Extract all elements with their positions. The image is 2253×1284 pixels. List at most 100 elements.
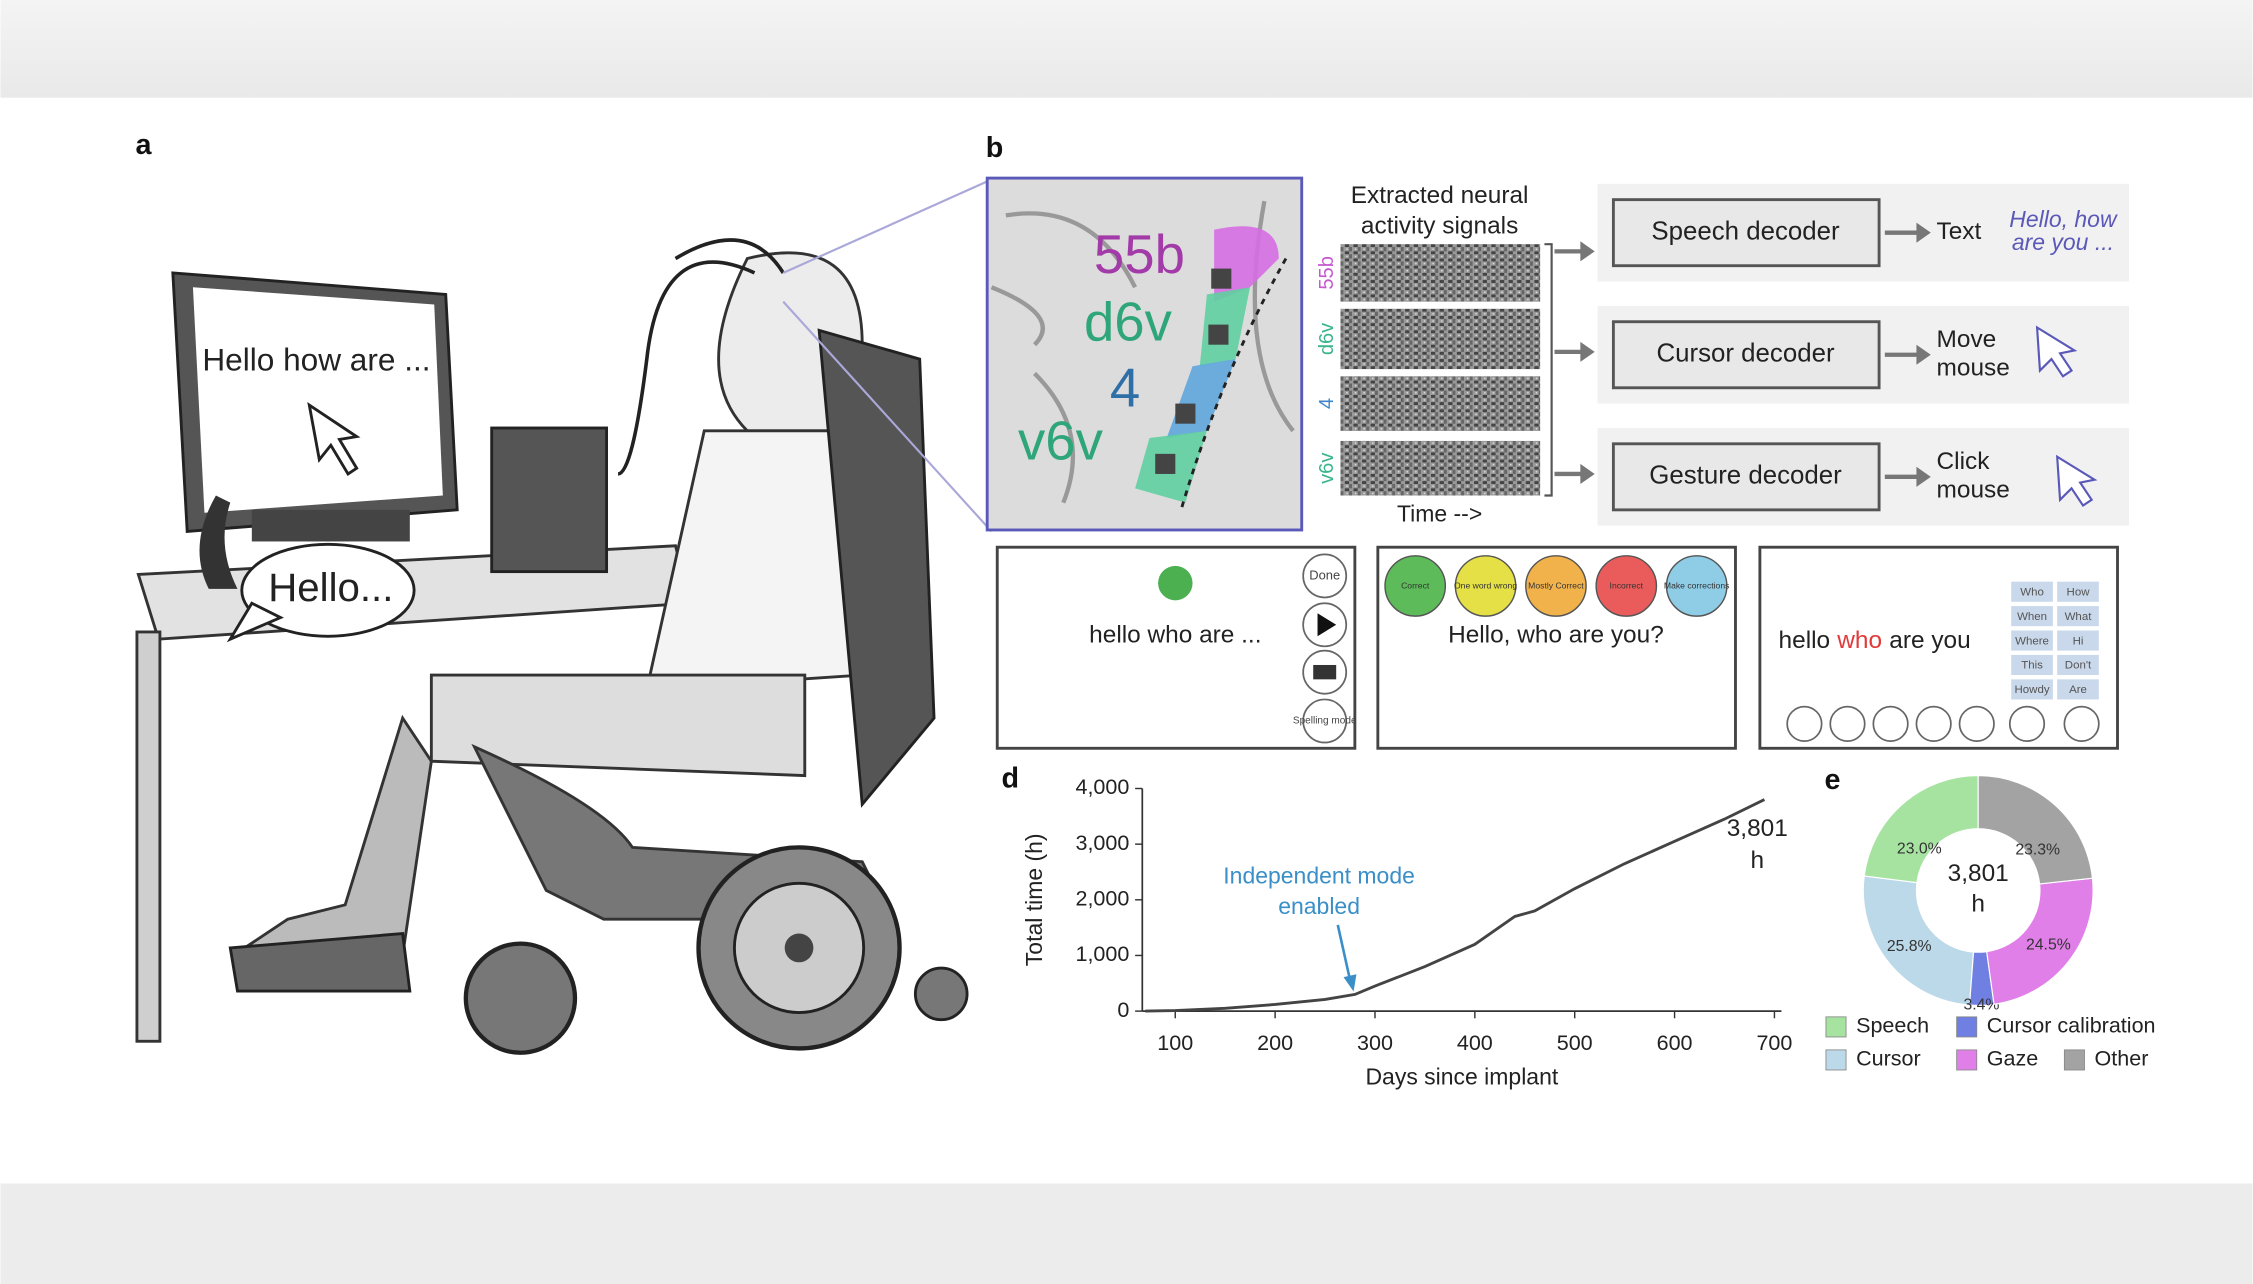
word-key-label: Don't bbox=[2065, 660, 2092, 672]
decoder-output: Text bbox=[1937, 218, 1982, 245]
annotation: 3,801 bbox=[1727, 815, 1788, 842]
signal-rasters bbox=[1340, 243, 1553, 497]
decoder-output: Move bbox=[1937, 326, 1997, 353]
legend-label: Speech bbox=[1856, 1014, 1929, 1038]
charts: 0 1,000 2,000 3,000 4,000 100 200 300 400 500 600 7… bbox=[1021, 774, 2156, 1090]
x-tick-label: 600 bbox=[1657, 1031, 1693, 1055]
region-label: 55b bbox=[1094, 224, 1185, 285]
legend-label: Gaze bbox=[1987, 1047, 2038, 1071]
word-grid: Who How When What Where Hi This Don't Howdy Are bbox=[2011, 581, 2099, 700]
ui-text: hello who are you bbox=[1779, 627, 1971, 654]
ui-word: hello bbox=[1779, 627, 1831, 654]
legend-label: Cursor calibration bbox=[1987, 1014, 2156, 1038]
pie-center: h bbox=[1971, 890, 1985, 917]
ui-text: Hello, who are you? bbox=[1448, 622, 1664, 649]
illustration bbox=[135, 178, 993, 1055]
word-key-label: When bbox=[2017, 611, 2047, 623]
ui-word: are you bbox=[1889, 627, 1970, 654]
panel-label: b bbox=[986, 132, 1004, 164]
legend-swatch bbox=[1956, 1049, 1978, 1071]
channel-label: 4 bbox=[1316, 398, 1338, 409]
pie-value-label: 3.4% bbox=[1963, 996, 1999, 1013]
ui-button: Mostly Correct bbox=[1528, 580, 1584, 590]
decoder-result: are you ... bbox=[2012, 229, 2114, 255]
ui-text: hello who are ... bbox=[1089, 622, 1261, 649]
y-tick-label: 1,000 bbox=[1075, 942, 1129, 966]
legend-label: Other bbox=[2095, 1047, 2149, 1071]
decoder-result: Hello, how bbox=[2009, 206, 2118, 232]
annotation: h bbox=[1750, 847, 1764, 874]
decoder-output: mouse bbox=[1937, 355, 2010, 382]
word-key bbox=[2011, 630, 2053, 651]
word-key bbox=[2011, 606, 2053, 627]
legend-swatch bbox=[1956, 1016, 1978, 1038]
y-tick-label: 3,000 bbox=[1075, 831, 1129, 855]
word-key-label: How bbox=[2067, 586, 2091, 598]
annotation: Independent mode bbox=[1223, 863, 1415, 889]
x-tick-label: 700 bbox=[1756, 1031, 1792, 1055]
x-axis-label: Days since implant bbox=[1365, 1064, 1558, 1090]
ui-screens bbox=[995, 545, 2119, 750]
screen-text: Hello how are ... bbox=[202, 341, 430, 377]
pie-value-label: 25.8% bbox=[1887, 938, 1932, 955]
legend-label: Cursor bbox=[1856, 1047, 1921, 1071]
ui-button: Correct bbox=[1401, 580, 1430, 590]
x-tick-label: 100 bbox=[1157, 1031, 1193, 1055]
pie-value-label: 23.0% bbox=[1897, 841, 1942, 858]
decoder-name: Gesture decoder bbox=[1649, 462, 1842, 490]
region-label: 4 bbox=[1110, 358, 1140, 419]
word-key bbox=[2011, 654, 2053, 676]
word-key-label: Who bbox=[2020, 586, 2044, 598]
decoder-output: mouse bbox=[1937, 477, 2010, 504]
word-key bbox=[2057, 581, 2099, 602]
word-key bbox=[2057, 679, 2099, 700]
decoder-name: Speech decoder bbox=[1651, 217, 1840, 245]
ui-button: Spelling mode bbox=[1293, 716, 1357, 727]
channel-label: v6v bbox=[1316, 453, 1338, 484]
decoder-name: Cursor decoder bbox=[1656, 340, 1835, 368]
time-label: Time --> bbox=[1397, 501, 1482, 527]
ui-button: Make corrections bbox=[1664, 580, 1730, 590]
pie-slice bbox=[1986, 877, 2094, 1005]
region-label: v6v bbox=[1018, 411, 1104, 472]
ui-button: One word wrong bbox=[1454, 580, 1517, 590]
word-key-label: Where bbox=[2015, 635, 2049, 647]
decoder-rows bbox=[1554, 183, 2129, 526]
signals-title: activity signals bbox=[1361, 212, 1518, 239]
word-key bbox=[2057, 630, 2099, 651]
y-tick-label: 0 bbox=[1117, 998, 1129, 1022]
word-key-label: This bbox=[2021, 660, 2043, 672]
legend-swatch bbox=[1825, 1016, 1847, 1038]
pie-slice bbox=[1862, 875, 1975, 1006]
word-key bbox=[2011, 581, 2053, 602]
decoder-output: Click bbox=[1937, 448, 1991, 475]
bottom-band bbox=[0, 1183, 2253, 1284]
y-tick-label: 2,000 bbox=[1075, 886, 1129, 910]
pie-center: 3,801 bbox=[1948, 860, 2009, 887]
x-tick-label: 300 bbox=[1357, 1031, 1393, 1055]
word-key-label: Howdy bbox=[2015, 684, 2050, 696]
y-axis-label: Total time (h) bbox=[1021, 833, 1047, 966]
region-label: d6v bbox=[1084, 291, 1173, 352]
channel-label: d6v bbox=[1316, 323, 1338, 355]
ui-button: Done bbox=[1309, 567, 1340, 582]
word-key bbox=[2011, 679, 2053, 700]
word-key-label: What bbox=[2065, 611, 2093, 623]
x-tick-label: 500 bbox=[1557, 1031, 1593, 1055]
pie-slice bbox=[1863, 774, 1979, 884]
word-key bbox=[2057, 654, 2099, 676]
x-tick-label: 200 bbox=[1257, 1031, 1293, 1055]
speech-bubble: Hello... bbox=[268, 565, 393, 610]
annotation-arrowhead bbox=[1343, 974, 1357, 992]
annotation-arrow bbox=[1336, 924, 1352, 984]
panel-label: a bbox=[135, 129, 152, 161]
y-tick-label: 4,000 bbox=[1075, 775, 1129, 799]
pie-slice bbox=[1977, 774, 2094, 885]
word-key-label: Hi bbox=[2073, 635, 2084, 647]
brain-map bbox=[985, 176, 1304, 532]
legend-swatch bbox=[1825, 1049, 1847, 1071]
legend-swatch bbox=[2063, 1049, 2085, 1071]
annotation: enabled bbox=[1278, 893, 1360, 919]
word-key-label: Are bbox=[2069, 684, 2087, 696]
panel-label: e bbox=[1825, 764, 1841, 796]
